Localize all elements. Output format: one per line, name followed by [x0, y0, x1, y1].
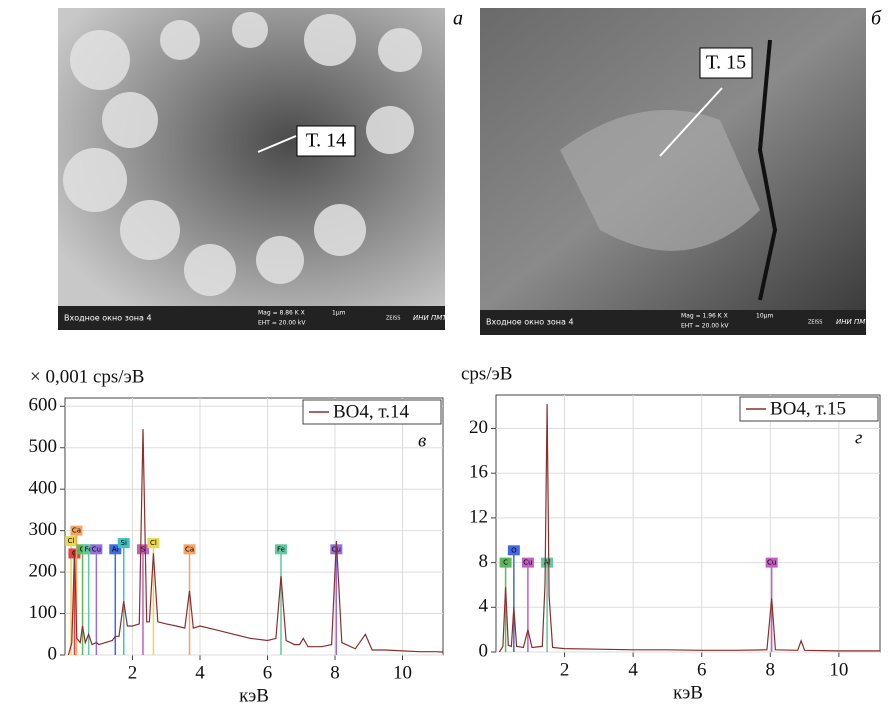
- x-tick-label: 10: [829, 659, 848, 680]
- element-tag: [521, 557, 534, 568]
- x-tick-label: 8: [766, 659, 776, 680]
- panel-label: в: [418, 430, 426, 451]
- x-tick-label: 8: [330, 662, 340, 683]
- element-tag: [147, 538, 160, 549]
- element-label: Fe: [85, 545, 93, 553]
- x-axis-label: кэВ: [673, 682, 703, 703]
- y-tick-label: 600: [29, 395, 58, 416]
- image-caption: Входное окно зона 4: [486, 318, 574, 327]
- y-tick-label: 8: [479, 551, 489, 572]
- brand: ZEISS: [808, 320, 822, 326]
- element-label: Cu: [767, 559, 776, 567]
- sem-image: Входное окно зона 4 Mag = 8.86 K X EHT =…: [58, 8, 463, 330]
- scale-bar: 1μm: [332, 310, 346, 317]
- element-tag: [499, 557, 512, 568]
- element-label: O: [511, 546, 517, 554]
- panel-label: а: [453, 8, 463, 30]
- x-tick-label: 2: [128, 662, 138, 683]
- y-axis-label: cps/эВ: [461, 363, 512, 384]
- image-caption: Входное окно зона 4: [64, 314, 152, 323]
- element-label: Al: [112, 545, 119, 553]
- y-axis-label: × 0,001 cps/эВ: [30, 366, 144, 387]
- element-tag: [82, 544, 95, 555]
- element-label: S: [141, 545, 146, 553]
- legend-label: ВО4, т.15: [770, 398, 846, 419]
- lab: ИНИ ПМТ: [413, 314, 447, 322]
- point-label: Т. 14: [306, 130, 346, 152]
- y-tick-label: 20: [469, 417, 488, 438]
- element-label: Cu: [92, 545, 101, 553]
- element-label: C: [503, 559, 508, 567]
- spectrum-line: [67, 429, 444, 656]
- element-tag: [136, 544, 149, 555]
- element-tag: [109, 544, 122, 555]
- element-label: Si: [121, 539, 127, 547]
- y-tick-label: 16: [469, 462, 488, 483]
- element-tag: [117, 538, 130, 549]
- lab: ИНИ ПМТ: [836, 318, 870, 326]
- y-tick-label: 12: [469, 506, 488, 527]
- y-tick-label: 300: [29, 519, 58, 540]
- element-label: Cu: [523, 559, 532, 567]
- magnification: Mag = 8.86 K X: [258, 310, 305, 317]
- x-tick-label: 10: [393, 662, 412, 683]
- y-tick-label: 4: [479, 596, 489, 617]
- element-tag: [507, 545, 520, 556]
- element-tag: [275, 544, 287, 555]
- x-tick-label: 6: [697, 659, 707, 680]
- voltage: EHT = 20.00 kV: [258, 320, 306, 327]
- plot-area: [64, 397, 444, 656]
- element-tag: [541, 557, 554, 568]
- x-tick-label: 4: [628, 659, 638, 680]
- element-tag: [65, 536, 78, 547]
- x-tick-label: 2: [560, 659, 570, 680]
- element-label: Fe: [277, 545, 285, 553]
- y-tick-label: 500: [29, 436, 58, 457]
- y-tick-label: 100: [29, 602, 58, 623]
- element-tag: [76, 544, 89, 555]
- panel-label: б: [871, 8, 882, 30]
- element-label: Ca: [185, 545, 194, 553]
- magnification: Mag = 1.96 K X: [681, 313, 728, 320]
- plot-area: [495, 394, 881, 653]
- element-tag: [183, 544, 196, 555]
- brand: ZEISS: [386, 316, 400, 322]
- x-tick-label: 4: [195, 662, 205, 683]
- element-label: Ca: [72, 527, 81, 535]
- panel-label: г: [855, 427, 862, 448]
- sem-image: Входное окно зона 4 Mag = 1.96 K X EHT =…: [480, 8, 882, 335]
- y-tick-label: 0: [479, 640, 489, 661]
- element-tag: [765, 557, 778, 568]
- y-tick-label: 0: [48, 643, 58, 664]
- spectrum-line: [498, 403, 880, 653]
- voltage: EHT = 20.00 kV: [681, 323, 729, 330]
- y-tick-label: 200: [29, 560, 58, 581]
- y-tick-label: 400: [29, 478, 58, 499]
- element-label: Al: [544, 559, 551, 567]
- scale-bar: 10μm: [756, 313, 773, 320]
- element-label: Cl: [68, 537, 75, 545]
- element-tag: [90, 544, 103, 555]
- element-label: Cl: [150, 539, 157, 547]
- legend-label: ВО4, т.14: [333, 401, 410, 422]
- point-label: Т. 15: [706, 52, 746, 74]
- x-axis-label: кэВ: [239, 685, 269, 706]
- x-tick-label: 6: [263, 662, 273, 683]
- element-tag: [70, 525, 83, 536]
